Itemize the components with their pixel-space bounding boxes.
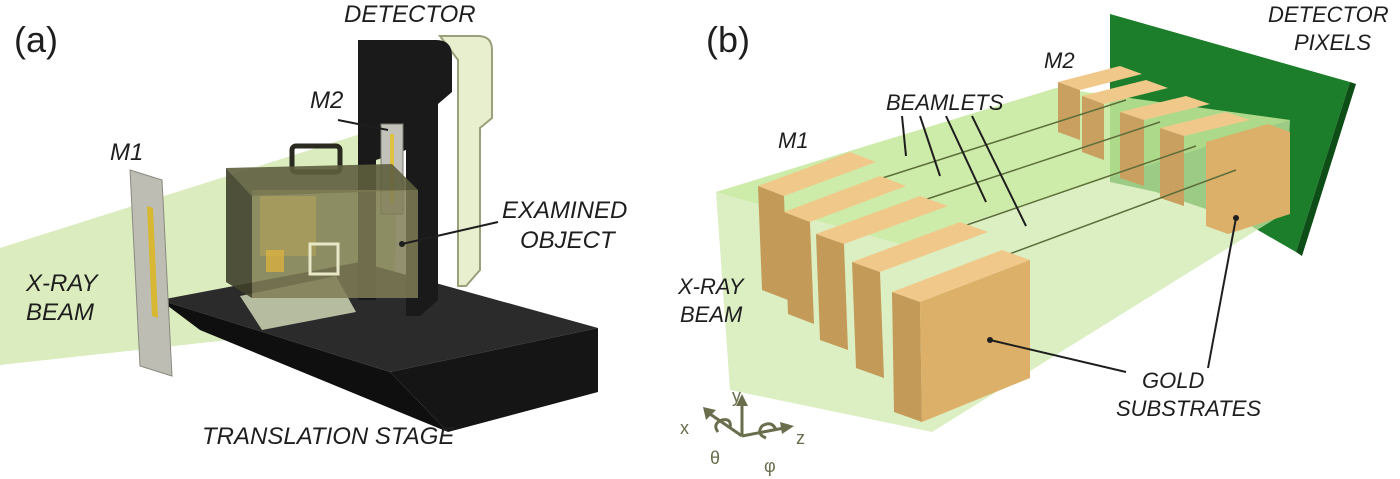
x-axis-label: x bbox=[680, 418, 689, 438]
m2-block-front bbox=[1206, 124, 1290, 234]
m1-slit bbox=[147, 206, 158, 318]
object-leader bbox=[401, 221, 499, 245]
suitcase-front bbox=[226, 168, 252, 298]
m1-block-side bbox=[784, 212, 814, 324]
m1-block-side bbox=[892, 292, 922, 422]
beamlets-label: BEAMLETS bbox=[886, 90, 1004, 115]
beamlets-leader bbox=[945, 115, 987, 203]
m1-blocks bbox=[758, 152, 1030, 422]
z-axis-arrowhead bbox=[780, 422, 794, 434]
m1-block-top bbox=[758, 152, 876, 196]
m1-block-top bbox=[784, 176, 906, 222]
beamlet bbox=[957, 145, 1197, 229]
detector-label-a: DETECTOR bbox=[344, 1, 476, 28]
pixels-label-line2: PIXELS bbox=[1294, 30, 1371, 55]
beam-label-a-line2: BEAM bbox=[26, 299, 94, 326]
beamlets-leader bbox=[919, 115, 941, 177]
suitcase-top bbox=[226, 164, 418, 196]
object-leader-dot bbox=[399, 241, 405, 247]
gold-leader bbox=[1207, 217, 1237, 369]
beamlet bbox=[1003, 169, 1237, 257]
m2-block bbox=[1082, 96, 1104, 160]
panel-a: (a) DETECTOR M2 M1 X-RAY bbox=[0, 1, 627, 450]
beamlet bbox=[869, 99, 1127, 183]
beamlet bbox=[911, 121, 1161, 205]
m1-block-side bbox=[852, 262, 884, 378]
phi-rotation-arrow bbox=[758, 422, 778, 440]
suitcase-small-item bbox=[266, 250, 284, 272]
panel-b: (b) bbox=[677, 2, 1389, 476]
pixels-label-line1: DETECTOR bbox=[1268, 2, 1389, 27]
translation-stage-side bbox=[160, 300, 448, 432]
beamlets-leader bbox=[901, 115, 907, 157]
m2-blocks bbox=[1058, 66, 1290, 234]
x-axis-arrowhead bbox=[703, 407, 716, 420]
m1-block-top bbox=[892, 250, 1030, 302]
leader-lines-b bbox=[901, 115, 1239, 373]
m2-label-b: M2 bbox=[1044, 48, 1075, 73]
m1-block-side bbox=[758, 186, 788, 300]
m2-block bbox=[1160, 128, 1184, 206]
m2-leader-a bbox=[337, 119, 389, 131]
beamlets bbox=[869, 99, 1237, 257]
m2-block bbox=[1160, 112, 1250, 136]
object-label-line1: EXAMINED bbox=[502, 197, 627, 224]
m2-block bbox=[1058, 66, 1142, 90]
x-axis-arrow bbox=[709, 412, 743, 438]
y-axis-label: y bbox=[732, 386, 741, 406]
phi-label: φ bbox=[764, 456, 776, 476]
m2-block bbox=[1120, 112, 1144, 186]
z-axis-label: z bbox=[796, 428, 805, 448]
detector-pixel-edge bbox=[1296, 82, 1356, 256]
m1-block-front bbox=[920, 260, 1030, 422]
m2-block bbox=[1082, 80, 1168, 104]
gold-label-line2: SUBSTRATES bbox=[1116, 396, 1261, 421]
beam-label-a-line1: X-RAY bbox=[25, 270, 100, 297]
gold-leader-dot bbox=[1233, 215, 1239, 221]
stage-label: TRANSLATION STAGE bbox=[202, 423, 455, 450]
gold-leader bbox=[989, 339, 1127, 373]
m2-label-a: M2 bbox=[310, 87, 343, 114]
m1-block-side bbox=[816, 234, 848, 350]
m1-label-b: M1 bbox=[778, 128, 809, 153]
m1-label-a: M1 bbox=[110, 139, 143, 166]
translation-stage-front bbox=[390, 328, 598, 432]
beam-label-b-line1: X-RAY bbox=[677, 274, 745, 299]
m2-block bbox=[1058, 82, 1080, 140]
theta-rotation-arrow bbox=[714, 418, 732, 433]
gold-leader-dot bbox=[987, 337, 993, 343]
theta-label: θ bbox=[710, 448, 720, 468]
gold-label-line1: GOLD bbox=[1142, 368, 1204, 393]
detector-body bbox=[358, 40, 452, 316]
detector-back-plate bbox=[438, 35, 493, 287]
beam-label-b-line2: BEAM bbox=[680, 302, 743, 327]
beamlets-leader bbox=[971, 115, 1027, 227]
object-label-line2: OBJECT bbox=[520, 227, 617, 254]
coordinate-axes bbox=[703, 394, 794, 440]
suitcase-inner-item bbox=[260, 196, 316, 256]
m2-block bbox=[1120, 96, 1210, 120]
m1-block-top bbox=[816, 196, 948, 244]
panel-b-tag: (b) bbox=[706, 19, 750, 60]
m1-block-top bbox=[852, 222, 988, 272]
panel-a-tag: (a) bbox=[14, 19, 58, 60]
suitcase-square-item bbox=[308, 242, 340, 276]
y-axis-arrowhead bbox=[736, 394, 748, 406]
